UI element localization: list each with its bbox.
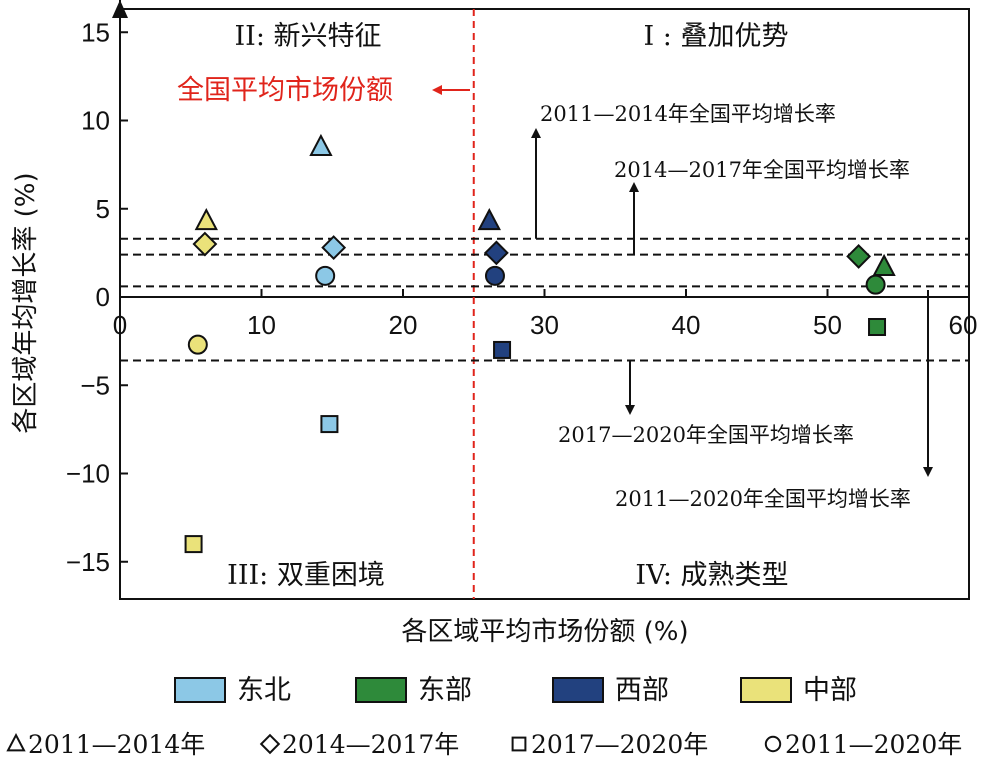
x-tick-label: 20 xyxy=(389,310,418,340)
legend-period-label: 2017—2020年 xyxy=(531,730,708,759)
data-point xyxy=(872,253,896,276)
data-point xyxy=(321,235,347,260)
data-point xyxy=(484,265,505,286)
quadrant-2-label: II: 新兴特征 xyxy=(234,21,381,52)
data-point xyxy=(477,207,501,231)
data-point xyxy=(846,243,872,269)
reference-line-label: 2011—2014年全国平均增长率 xyxy=(540,102,836,126)
reference-line-label: 2011—2020年全国平均增长率 xyxy=(615,487,911,511)
legend-marker xyxy=(511,736,527,752)
legend-region-label: 东部 xyxy=(418,675,472,706)
legend-swatch xyxy=(740,677,792,703)
data-point xyxy=(309,133,333,156)
legend-period-label: 2011—2014年 xyxy=(28,730,205,759)
y-tick-label: −15 xyxy=(66,547,110,577)
data-point xyxy=(493,340,512,359)
data-point xyxy=(192,231,218,257)
legend-region-label: 东北 xyxy=(237,675,291,706)
legend-marker xyxy=(6,733,26,752)
data-point xyxy=(868,318,887,337)
data-point xyxy=(483,240,509,266)
y-tick-label: 5 xyxy=(96,194,110,224)
data-point xyxy=(315,265,336,286)
quadrant-4-label: IV: 成熟类型 xyxy=(635,560,788,591)
legend-period-label: 2014—2017年 xyxy=(282,730,459,759)
legend-region-label: 西部 xyxy=(615,675,669,706)
x-tick-label: 30 xyxy=(530,310,559,340)
data-point xyxy=(194,207,218,231)
legend-swatch xyxy=(355,677,407,703)
y-tick-label: 0 xyxy=(96,282,110,312)
data-point xyxy=(184,535,203,554)
x-axis-label: 各区域平均市场份额 (%) xyxy=(401,617,688,647)
legend-swatch xyxy=(552,677,604,703)
reference-line-label: 2014—2017年全国平均增长率 xyxy=(614,158,910,182)
data-point xyxy=(865,274,886,295)
legend-period-label: 2011—2020年 xyxy=(785,730,962,759)
y-tick-label: 15 xyxy=(81,17,110,47)
legend-swatch xyxy=(174,677,226,703)
quadrant-1-label: I : 叠加优势 xyxy=(644,21,789,52)
reference-line-label: 2017—2020年全国平均增长率 xyxy=(558,423,854,447)
y-tick-label: −10 xyxy=(66,459,110,489)
y-tick-label: 10 xyxy=(81,106,110,136)
data-point xyxy=(320,415,339,434)
national-average-share-label: 全国平均市场份额 xyxy=(177,75,393,106)
data-point xyxy=(187,334,208,355)
y-axis-arrowhead xyxy=(112,0,128,18)
quadrant-3-label: III: 双重困境 xyxy=(227,560,385,591)
legend-marker xyxy=(764,735,782,753)
legend-marker xyxy=(259,733,281,755)
x-tick-label: 60 xyxy=(949,310,978,340)
legend-region-label: 中部 xyxy=(803,675,857,706)
x-tick-label: 40 xyxy=(672,310,701,340)
y-tick-label: −5 xyxy=(80,370,110,400)
x-tick-label: 50 xyxy=(813,310,842,340)
y-axis-label: 各区域年均增长率 (%) xyxy=(11,172,41,433)
plot-frame xyxy=(119,8,970,600)
x-tick-label: 10 xyxy=(247,310,276,340)
x-tick-label: 0 xyxy=(113,310,127,340)
